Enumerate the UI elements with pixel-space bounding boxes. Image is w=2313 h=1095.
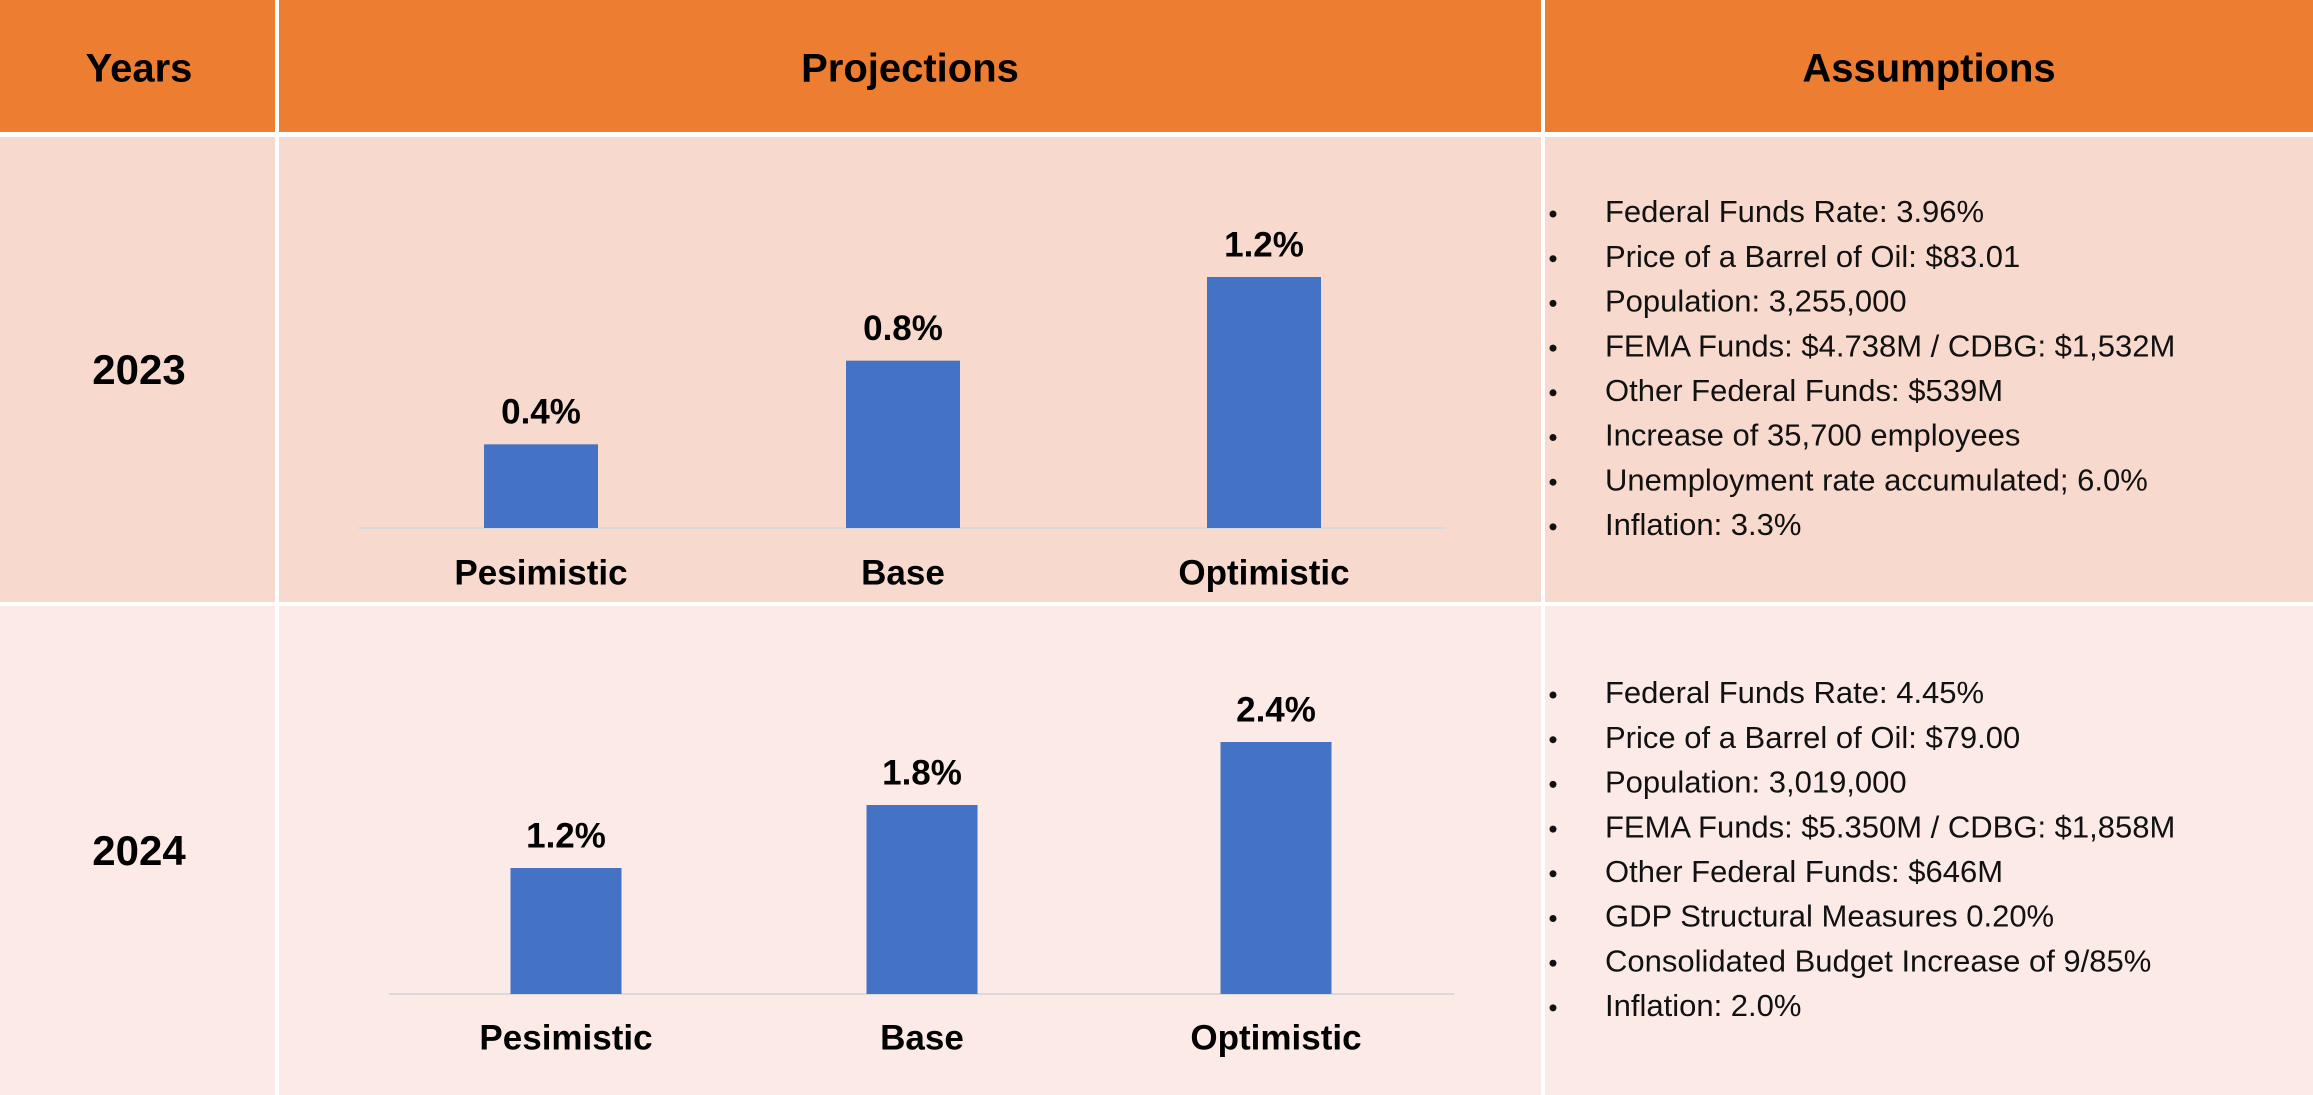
assumption: Price of a Barrel of Oil: $83.01: [1605, 239, 2020, 274]
bullet: [1549, 523, 1557, 531]
bullet: [1549, 389, 1557, 397]
category-label: Base: [880, 1018, 964, 1057]
category-label: Base: [861, 553, 945, 592]
header-cell: Projections: [801, 47, 1019, 91]
assumption: Price of a Barrel of Oil: $79.00: [1605, 720, 2020, 755]
assumption: Population: 3,255,000: [1605, 284, 1907, 319]
bullet: [1549, 915, 1557, 922]
data-label: 1.2%: [526, 816, 606, 855]
assumption: Consolidated Budget Increase of 9/85%: [1605, 943, 2151, 978]
assumption: Population: 3,019,000: [1605, 765, 1907, 800]
bullet: [1549, 691, 1557, 699]
bullet: [1549, 825, 1557, 833]
bar: [510, 868, 622, 994]
data-label: 1.8%: [882, 753, 962, 792]
assumption: GDP Structural Measures 0.20%: [1605, 899, 2054, 934]
assumption: Inflation: 2.0%: [1605, 988, 1801, 1023]
assumption: Federal Funds Rate: 4.45%: [1605, 675, 1984, 710]
bullet: [1549, 870, 1557, 878]
year-cell: 2023: [92, 346, 185, 393]
assumption: Federal Funds Rate: 3.96%: [1605, 194, 1984, 229]
category-label: Pesimistic: [479, 1018, 652, 1057]
bullet: [1549, 344, 1557, 352]
assumption: Inflation: 3.3%: [1605, 507, 1801, 542]
bullet: [1549, 959, 1557, 967]
bar: [484, 444, 598, 528]
data-label: 0.4%: [501, 393, 581, 432]
year-cell: 2024: [92, 827, 186, 874]
category-label: Optimistic: [1190, 1018, 1361, 1057]
row-2023: [0, 137, 2313, 602]
bullet: [1549, 434, 1557, 441]
data-label: 1.2%: [1224, 225, 1304, 264]
row-2024: [0, 606, 2313, 1095]
assumption: FEMA Funds: $4.738M / CDBG: $1,532M: [1605, 328, 2175, 363]
header-row: [0, 0, 2313, 132]
data-label: 2.4%: [1236, 690, 1316, 729]
category-label: Optimistic: [1178, 553, 1349, 592]
bar: [866, 805, 978, 994]
bullet: [1549, 255, 1557, 263]
bullet: [1549, 736, 1557, 744]
bar: [1207, 277, 1321, 528]
assumption: Increase of 35,700 employees: [1605, 418, 2020, 453]
bullet: [1549, 1004, 1557, 1012]
header-cell: Years: [86, 47, 193, 91]
assumption: Unemployment rate accumulated; 6.0%: [1605, 462, 2148, 497]
category-label: Pesimistic: [454, 553, 627, 592]
assumption: Other Federal Funds: $539M: [1605, 373, 2003, 408]
bar: [846, 360, 960, 528]
assumption: FEMA Funds: $5.350M / CDBG: $1,858M: [1605, 809, 2175, 844]
bullet: [1549, 780, 1557, 788]
bullet: [1549, 478, 1557, 486]
assumption: Other Federal Funds: $646M: [1605, 854, 2003, 889]
data-label: 0.8%: [863, 309, 943, 348]
bullet: [1549, 299, 1557, 307]
bar: [1220, 742, 1332, 994]
header-cell: Assumptions: [1802, 47, 2055, 91]
bullet: [1549, 210, 1557, 218]
